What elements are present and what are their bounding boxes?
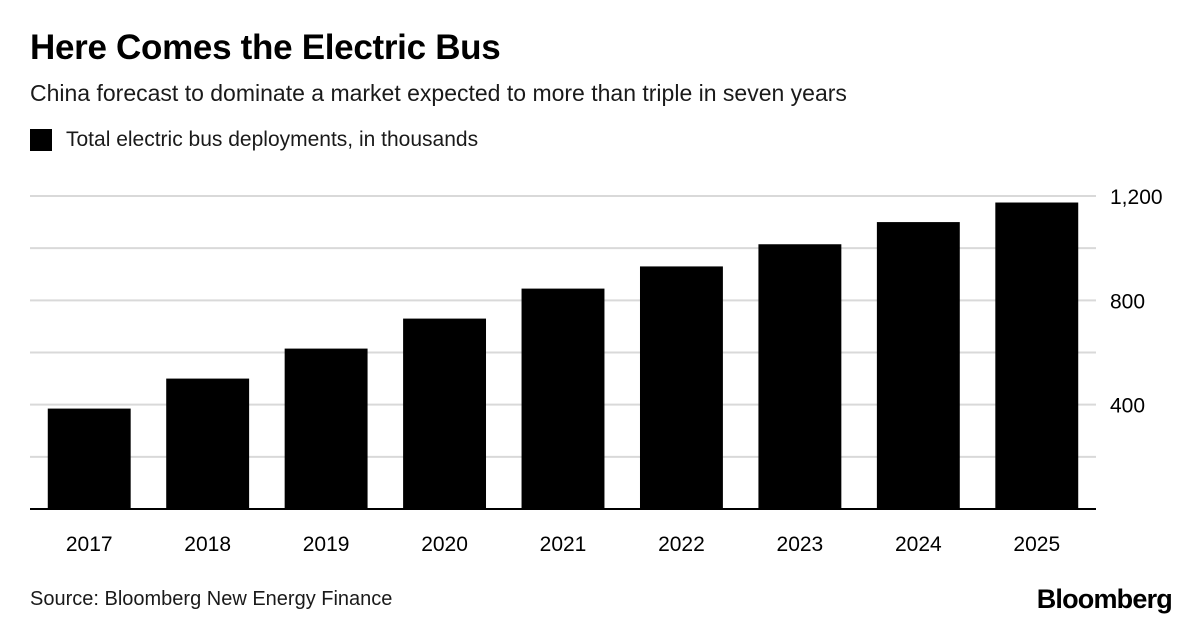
bar-2020	[403, 318, 487, 509]
x-tick-label: 2017	[66, 533, 113, 556]
legend-label: Total electric bus deployments, in thous…	[66, 128, 479, 151]
y-tick-label: 1,200	[1110, 186, 1163, 209]
bar-2018	[166, 378, 250, 509]
x-tick-label: 2021	[540, 533, 587, 556]
bar-2023	[758, 244, 842, 510]
bars	[47, 202, 1079, 510]
bloomberg-logo: Bloomberg	[1036, 584, 1173, 614]
bar-2022	[639, 266, 723, 509]
x-tick-label: 2018	[184, 533, 231, 556]
legend: Total electric bus deployments, in thous…	[30, 128, 478, 152]
x-tick-label: 2019	[303, 533, 350, 556]
chart-subtitle: China forecast to dominate a market expe…	[30, 80, 847, 106]
x-tick-label: 2023	[777, 533, 824, 556]
x-tick-label: 2024	[895, 533, 942, 556]
bar-2017	[47, 408, 131, 509]
legend-swatch	[30, 129, 52, 151]
bar-2019	[284, 348, 368, 509]
chart-title: Here Comes the Electric Bus	[30, 28, 501, 67]
bar-2025	[995, 202, 1079, 510]
y-tick-label: 400	[1110, 395, 1145, 418]
x-tick-label: 2025	[1013, 533, 1060, 556]
x-tick-label: 2022	[658, 533, 705, 556]
bar-2024	[876, 222, 960, 510]
source-note: Source: Bloomberg New Energy Finance	[30, 588, 393, 610]
bar-2021	[521, 288, 605, 509]
x-tick-label: 2020	[421, 533, 468, 556]
axes: 400 800 1,200 2017 2018 2019 2020 2021 2022 2023 2…	[30, 186, 1163, 556]
y-tick-label: 800	[1110, 290, 1145, 313]
